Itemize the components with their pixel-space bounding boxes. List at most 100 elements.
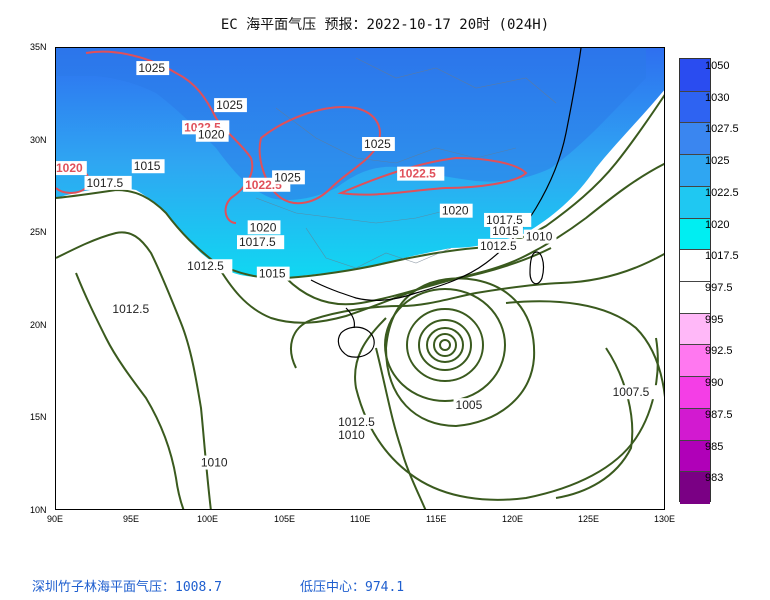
isobar-label: 1020 [442,204,469,218]
isobar-line [555,347,634,499]
isobar-lines [56,94,664,509]
isobar-label: 1007.5 [613,385,650,399]
isobar-label-bg [84,175,132,190]
isobar-line [215,162,664,324]
admin-border [355,57,557,104]
legend-label: 1030 [705,91,730,104]
low-center-pressure: 低压中心：974.1 [300,580,405,595]
isobar-label: 1025 [216,98,243,112]
x-tick-label: 90E [47,514,64,524]
typhoon-ring [439,339,451,351]
isobar-label-bg [237,235,285,250]
isobar-label-bg [490,224,523,239]
leizhou-peninsula [345,307,356,329]
y-tick-label: 15N [30,412,47,422]
isobar-line [354,317,659,501]
y-tick-label: 25N [30,227,47,237]
legend-swatch [680,90,710,124]
legend-label: 995 [705,313,724,326]
x-tick-label: 105E [274,514,296,524]
isobar-label-bg [136,61,170,76]
isobar-label: 1015 [134,159,161,173]
legend-swatch [680,312,710,346]
isobar-label: 1017.5 [239,235,276,249]
legend-label: 992.5 [705,345,733,358]
isobar-label: 1005 [456,398,483,412]
isobar-label-bg [523,229,557,244]
admin-border [255,197,457,224]
legend-label: 983 [705,472,724,485]
isobar-label-bg [397,166,445,181]
isobar-line [285,247,552,306]
legend-swatch [680,471,710,504]
isobar-label-bg [214,98,247,113]
isobar-label: 1012.5 [112,302,149,316]
isobar-label-bg [477,238,526,253]
contour-1022-5 [258,106,381,205]
isobar-line [75,272,185,509]
isobar-line [56,231,212,509]
legend-label: 1022.5 [705,186,739,199]
typhoon-ring [406,308,484,382]
isobar-label-bg [195,127,229,142]
coastline [310,48,582,358]
isobar-line [375,347,427,509]
legend-swatch [680,281,710,314]
isobar-label-bg [256,266,290,281]
hainan-island [337,326,375,358]
y-tick-label: 20N [30,320,47,330]
legend-swatch [680,154,710,187]
admin-borders [255,57,557,269]
isobar-label: 1020 [250,220,277,234]
legend-label: 985 [705,440,724,453]
legend-label: 1020 [705,218,730,231]
map-title: EC 海平面气压 预报：2022-10-17 20时 (024H) [220,17,550,33]
station-pressure: 深圳竹子林海平面气压：1008.7 [32,580,222,595]
isobar-label-bg [185,259,233,274]
isobar-label-bg [453,398,487,413]
legend-label: 990 [705,377,724,390]
admin-border [305,227,452,269]
isobar-label: 1020 [56,161,83,175]
isobar-label: 1010 [526,230,553,244]
x-tick-label: 130E [654,514,676,524]
isobar-label: 1010 [201,456,228,470]
isobar-label-bg [362,137,395,152]
typhoon-ring [384,288,506,402]
legend-swatch [680,122,710,156]
legend-label: 1025 [705,155,730,168]
isobar-line [290,252,664,369]
isobar-label: 1017.5 [87,176,124,190]
legend-swatch [680,376,710,409]
y-tick-label: 30N [30,135,47,145]
x-tick-label: 115E [426,514,447,524]
admin-border [275,107,517,164]
pressure-map: 1025 1025 1022.5 1020 1020 1015 1017.5 1022.5 10… [55,47,665,510]
legend-label: 997.5 [705,282,733,294]
legend-label: 1050 [705,60,730,72]
isobar-label: 1020 [198,128,225,142]
legend-swatch [680,344,710,378]
legend-label: 1017.5 [705,250,739,263]
legend-swatch [680,439,710,473]
coastline-path [310,48,582,302]
isobar-label-bg [336,427,369,442]
isobar-label: 1010 [338,428,365,442]
isobar-line [56,94,664,280]
isobar-label-bg [198,455,232,470]
isobar-line [505,300,664,398]
legend-label: 987.5 [705,408,733,421]
isobar-line [384,277,536,428]
legend-swatch [680,217,710,251]
isobar-label-bg [484,212,532,227]
isobar-label-bg [610,385,658,400]
x-tick-label: 125E [578,514,600,524]
isobar-label: 1012.5 [338,415,375,429]
x-tick-label: 110E [350,514,371,524]
legend-swatch [680,249,710,282]
isobar-label-bg [272,170,305,185]
isobar-label-bg [131,159,165,174]
isobar-label: 1015 [259,267,286,281]
